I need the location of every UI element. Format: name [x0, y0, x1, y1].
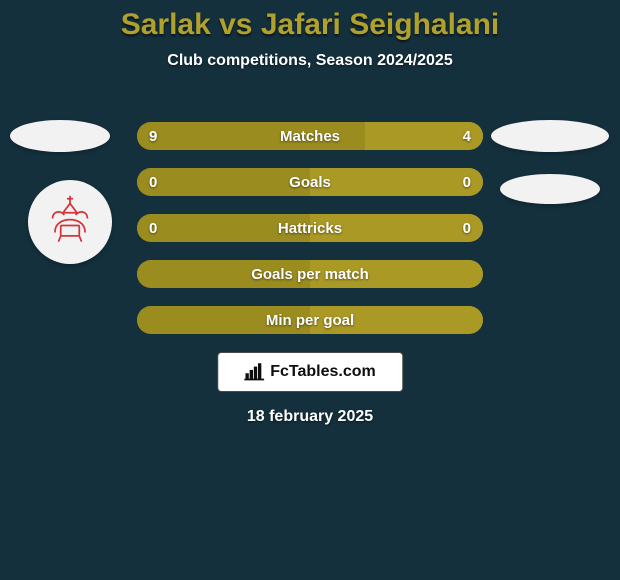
bar-value-left: 9	[149, 122, 157, 150]
player-right-badge-1	[491, 120, 609, 152]
bar-value-left: 0	[149, 214, 157, 242]
bar-value-left: 0	[149, 168, 157, 196]
bar-chart-icon	[244, 363, 264, 381]
player-right-badge-2	[500, 174, 600, 204]
bar-row: Goals0 0	[137, 168, 483, 196]
brand-text: FcTables.com	[270, 363, 376, 381]
bar-label: Hattricks	[137, 214, 483, 242]
date-line: 18 february 2025	[0, 408, 620, 426]
subtitle: Club competitions, Season 2024/2025	[0, 52, 620, 70]
bar-label: Min per goal	[137, 306, 483, 334]
bar-row: Matches9 4	[137, 122, 483, 150]
bar-label: Matches	[137, 122, 483, 150]
bar-row: Min per goal	[137, 306, 483, 334]
bar-value-right: 0	[463, 168, 471, 196]
brand-box[interactable]: FcTables.com	[217, 352, 403, 392]
player-left-badge-2	[28, 180, 112, 264]
bar-label: Goals per match	[137, 260, 483, 288]
club-emblem-icon	[41, 193, 99, 251]
comparison-card: Sarlak vs Jafari Seighalani Club competi…	[0, 0, 620, 580]
player-left-badge-1	[10, 120, 110, 152]
comparison-bars: Matches94Goals00Hattricks00Goals per mat…	[137, 122, 483, 352]
bar-value-right: 4	[463, 122, 471, 150]
bar-label: Goals	[137, 168, 483, 196]
page-title: Sarlak vs Jafari Seighalani	[0, 0, 620, 42]
bar-row: Hattricks0 0	[137, 214, 483, 242]
bar-row: Goals per match	[137, 260, 483, 288]
bar-value-right: 0	[463, 214, 471, 242]
